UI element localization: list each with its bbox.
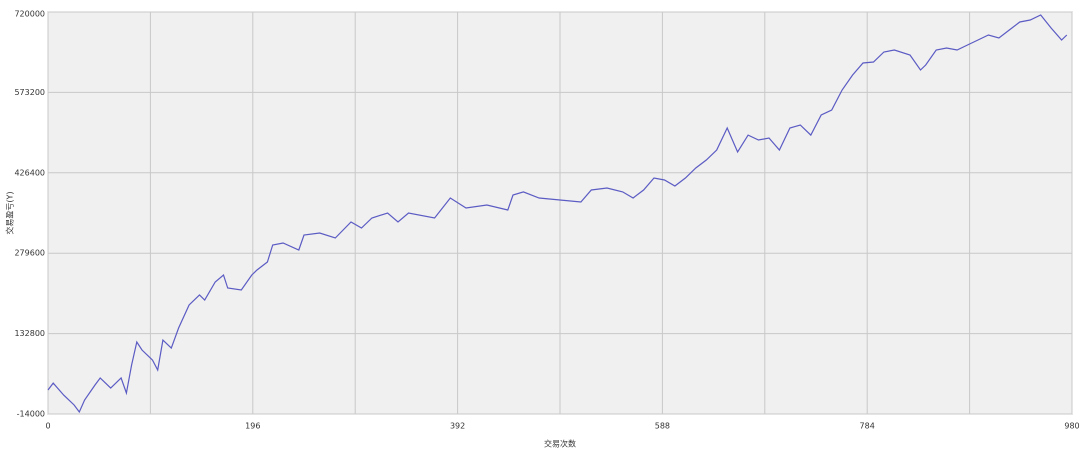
x-tick-label: 196	[245, 422, 260, 431]
x-tick-label: 392	[450, 422, 465, 431]
y-tick-label: -14000	[17, 410, 45, 419]
x-tick-label: 0	[45, 422, 50, 431]
y-tick-label: 720000	[14, 10, 45, 19]
x-tick-label: 588	[655, 422, 670, 431]
x-tick-label: 784	[860, 422, 875, 431]
y-tick-label: 279600	[14, 249, 45, 258]
y-tick-label: 426400	[14, 168, 45, 177]
y-tick-label: 132800	[14, 329, 45, 338]
x-tick-label: 980	[1064, 422, 1079, 431]
y-tick-label: 573200	[14, 88, 45, 97]
y-axis-label: 交易盈亏(Y)	[5, 191, 15, 234]
x-axis-label: 交易次数	[544, 439, 576, 449]
data-line	[47, 14, 1068, 414]
